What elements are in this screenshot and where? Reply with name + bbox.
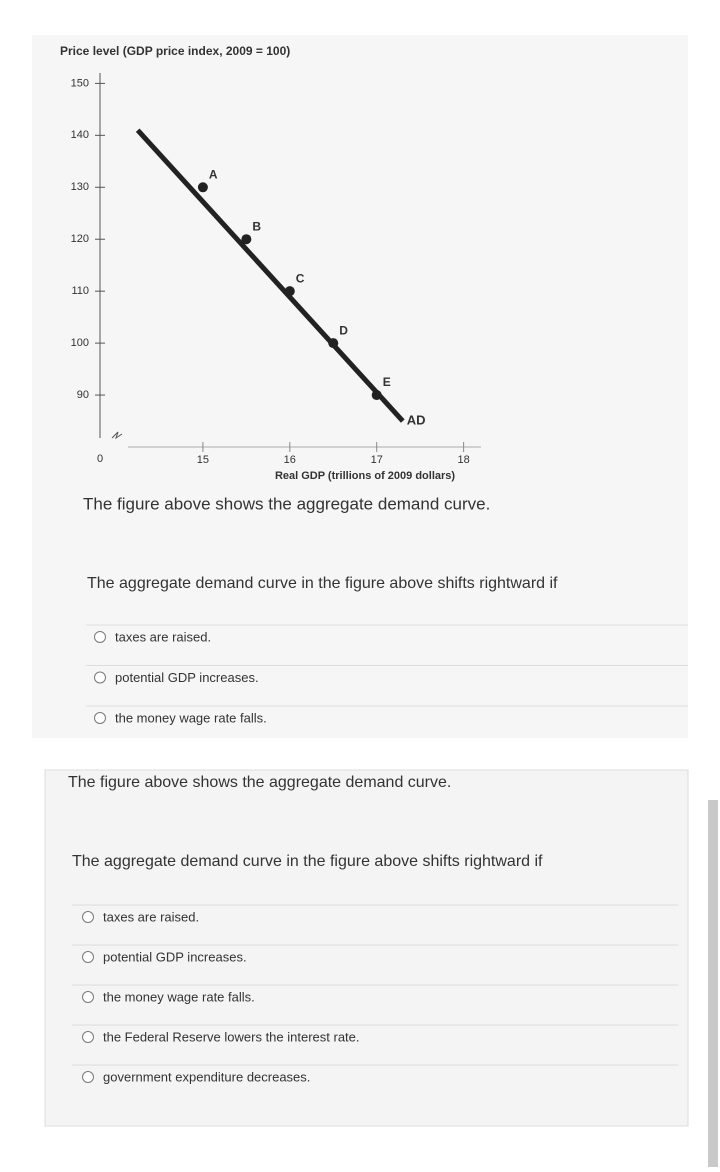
y-tick-label: 100 <box>71 337 89 349</box>
point <box>197 182 208 193</box>
question: The aggregate demand curve in the figure… <box>87 575 558 592</box>
option-label[interactable]: the Federal Reserve lowers the interest … <box>103 1029 360 1044</box>
radio-button[interactable] <box>94 671 106 684</box>
axis-break <box>111 431 123 440</box>
point-label: B <box>252 219 261 233</box>
option-label[interactable]: taxes are raised. <box>115 629 211 644</box>
radio-button[interactable] <box>82 951 94 963</box>
caption: The figure above shows the aggregate dem… <box>83 494 490 513</box>
radio-button[interactable] <box>82 911 94 923</box>
option-label[interactable]: potential GDP increases. <box>115 670 259 685</box>
y-axis-title: Price level (GDP price index, 2009 = 100… <box>60 44 290 58</box>
option-label[interactable]: taxes are raised. <box>103 909 199 924</box>
scrollbar <box>708 800 718 1167</box>
y-tick-label: 110 <box>71 285 89 297</box>
option-label[interactable]: government expenditure decreases. <box>103 1069 310 1084</box>
y-tick-label: 130 <box>71 181 89 193</box>
radio-button[interactable] <box>82 1071 94 1083</box>
x-tick-label: 18 <box>457 454 469 466</box>
radio-button[interactable] <box>82 1031 94 1043</box>
x-axis-title: Real GDP (trillions of 2009 dollars) <box>275 470 455 482</box>
question: The aggregate demand curve in the figure… <box>72 853 543 870</box>
x-tick-label: 15 <box>197 454 209 466</box>
point-label: A <box>209 167 218 181</box>
point <box>284 286 295 297</box>
radio-button[interactable] <box>82 991 94 1003</box>
point-label: D <box>339 323 348 337</box>
point <box>328 338 339 349</box>
x-tick-label: 17 <box>371 454 383 466</box>
curve-label: AD <box>407 412 426 427</box>
panel-2 <box>44 769 689 1127</box>
point <box>371 390 382 401</box>
caption: The figure above shows the aggregate dem… <box>68 774 451 791</box>
x-tick-label: 16 <box>284 454 296 466</box>
origin-label: 0 <box>97 453 103 465</box>
point-label: C <box>296 271 305 285</box>
point <box>241 234 252 245</box>
radio-button[interactable] <box>94 631 106 643</box>
option-label[interactable]: the money wage rate falls. <box>115 710 267 725</box>
ad-curve <box>135 128 405 423</box>
y-tick-label: 90 <box>77 389 89 401</box>
option-label[interactable]: potential GDP increases. <box>103 949 247 964</box>
point-label: E <box>383 375 391 389</box>
y-tick-label: 150 <box>71 77 89 89</box>
panel-1 <box>32 35 688 738</box>
radio-button[interactable] <box>94 712 106 724</box>
y-tick-label: 120 <box>71 233 89 245</box>
option-label[interactable]: the money wage rate falls. <box>103 989 255 1004</box>
y-tick-label: 140 <box>71 129 89 141</box>
